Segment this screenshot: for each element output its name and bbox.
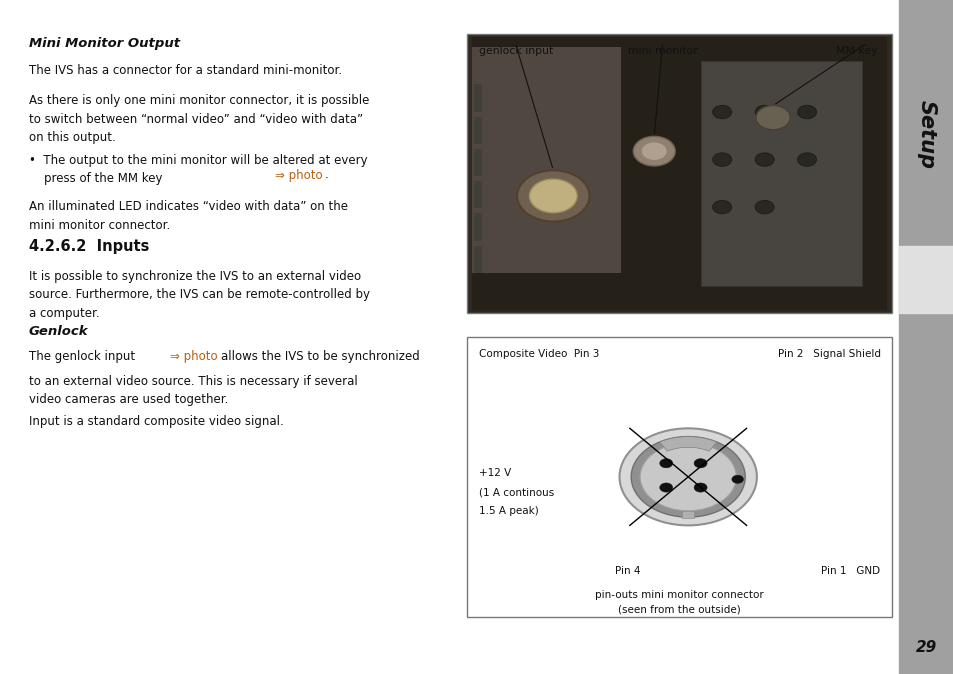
Circle shape — [731, 475, 742, 483]
Circle shape — [631, 437, 744, 517]
Circle shape — [641, 142, 666, 160]
Circle shape — [529, 179, 577, 213]
Text: Pin 1   GND: Pin 1 GND — [821, 566, 880, 576]
Bar — [474, 117, 481, 144]
Circle shape — [712, 200, 731, 214]
Circle shape — [755, 153, 773, 166]
Text: The genlock input: The genlock input — [29, 350, 138, 363]
Text: pin-outs mini monitor connector: pin-outs mini monitor connector — [595, 590, 763, 600]
Bar — [474, 149, 481, 176]
Circle shape — [755, 105, 789, 129]
Text: MM key: MM key — [835, 46, 877, 56]
Circle shape — [694, 458, 706, 468]
Text: •  The output to the mini monitor will be altered at every
    press of the MM k: • The output to the mini monitor will be… — [29, 154, 367, 185]
Circle shape — [797, 153, 816, 166]
Bar — [467, 337, 891, 617]
Text: It is possible to synchronize the IVS to an external video
source. Furthermore, : It is possible to synchronize the IVS to… — [29, 270, 369, 319]
Text: .: . — [324, 168, 328, 181]
Bar — [474, 245, 481, 273]
Bar — [474, 214, 481, 241]
Text: 4.2.6.2  Inputs: 4.2.6.2 Inputs — [29, 239, 149, 254]
Text: As there is only one mini monitor connector, it is possible
to switch between “n: As there is only one mini monitor connec… — [29, 94, 369, 144]
Text: Genlock: Genlock — [29, 325, 88, 338]
Circle shape — [633, 136, 675, 166]
Text: ⇒ photo: ⇒ photo — [274, 168, 322, 181]
Text: mini monitor: mini monitor — [627, 46, 697, 56]
Text: +12 V: +12 V — [478, 468, 511, 479]
Text: 1.5 A peak): 1.5 A peak) — [478, 506, 538, 516]
Text: Setup: Setup — [916, 100, 935, 169]
Text: 29: 29 — [915, 640, 936, 654]
Text: ⇒ photo: ⇒ photo — [170, 350, 217, 363]
Text: The IVS has a connector for a standard mini-monitor.: The IVS has a connector for a standard m… — [29, 64, 341, 77]
Text: to an external video source. This is necessary if several
video cameras are used: to an external video source. This is nec… — [29, 375, 357, 406]
Text: (1 A continous: (1 A continous — [478, 487, 554, 497]
Text: Mini Monitor Output: Mini Monitor Output — [29, 37, 179, 50]
Bar — [700, 61, 862, 286]
Bar — [472, 47, 620, 273]
Circle shape — [712, 105, 731, 119]
Bar — [472, 37, 886, 310]
Bar — [474, 84, 481, 112]
Text: An illuminated LED indicates “video with data” on the
mini monitor connector.: An illuminated LED indicates “video with… — [29, 200, 347, 232]
Circle shape — [618, 429, 756, 526]
Text: genlock input: genlock input — [478, 46, 553, 56]
Text: (seen from the outside): (seen from the outside) — [618, 605, 740, 615]
Text: Input is a standard composite video signal.: Input is a standard composite video sign… — [29, 415, 283, 427]
Text: Pin 4: Pin 4 — [615, 566, 640, 576]
Bar — [898, 0, 953, 674]
Circle shape — [517, 171, 589, 222]
Circle shape — [659, 458, 672, 468]
Circle shape — [659, 483, 672, 492]
Circle shape — [639, 443, 736, 511]
Circle shape — [797, 105, 816, 119]
Bar — [681, 511, 694, 518]
Circle shape — [712, 153, 731, 166]
Text: Pin 2   Signal Shield: Pin 2 Signal Shield — [777, 349, 880, 359]
Circle shape — [694, 483, 706, 492]
Circle shape — [755, 200, 773, 214]
Bar — [474, 181, 481, 208]
Text: Composite Video  Pin 3: Composite Video Pin 3 — [478, 349, 598, 359]
Text: allows the IVS to be synchronized: allows the IVS to be synchronized — [221, 350, 419, 363]
Bar — [898, 246, 953, 313]
Circle shape — [755, 105, 773, 119]
Wedge shape — [659, 437, 716, 451]
Bar — [467, 34, 891, 313]
